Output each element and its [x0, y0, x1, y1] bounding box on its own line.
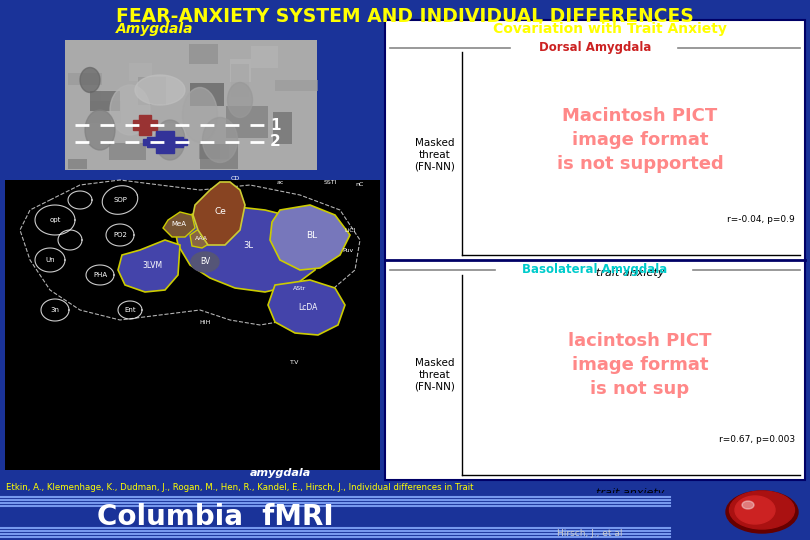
Text: amygdala: amygdala [249, 468, 310, 478]
Ellipse shape [742, 501, 754, 509]
Bar [123, 78, 172, 107]
Ellipse shape [155, 120, 185, 160]
Bar [161, 85, 191, 116]
Text: Puv: Puv [343, 247, 354, 253]
Bar [241, 102, 262, 118]
Text: AStr: AStr [293, 286, 307, 291]
Text: LiCl: LiCl [344, 227, 356, 233]
Bar [212, 38, 256, 63]
Polygon shape [268, 280, 345, 335]
Polygon shape [190, 228, 212, 248]
Bar [227, 158, 252, 168]
Bar [133, 120, 157, 130]
Text: Covariation with Trait Anxiety: Covariation with Trait Anxiety [493, 22, 727, 36]
Text: r=-0.04, p=0.9: r=-0.04, p=0.9 [727, 215, 795, 225]
Text: SSTI: SSTI [323, 179, 337, 185]
Text: 2: 2 [270, 134, 281, 150]
Text: Ent: Ent [124, 307, 136, 313]
Ellipse shape [730, 491, 795, 529]
Bar [143, 139, 149, 145]
Bar [267, 133, 297, 162]
Text: lacintosh PICT
image format
is not sup: lacintosh PICT image format is not sup [569, 333, 712, 397]
Text: 3L: 3L [243, 240, 253, 249]
Text: AAA: AAA [194, 235, 207, 240]
Text: CD: CD [230, 176, 240, 180]
Text: trait anxiety: trait anxiety [596, 488, 664, 498]
Text: opt: opt [49, 217, 61, 223]
Text: ac: ac [276, 179, 284, 185]
Bar [101, 78, 147, 99]
Text: PO2: PO2 [113, 232, 127, 238]
Ellipse shape [85, 110, 115, 150]
Bar [91, 49, 127, 80]
Text: Un: Un [45, 257, 55, 263]
Text: 1: 1 [270, 118, 280, 132]
Bar [264, 105, 288, 133]
Text: Ce: Ce [214, 207, 226, 217]
Text: trait anxiety: trait anxiety [596, 268, 664, 278]
Bar [0, 493, 810, 540]
Text: Amygdala: Amygdala [117, 22, 194, 36]
Text: Etkin, A., Klemenhage, K., Dudman, J., Rogan, M., Hen, R., Kandel, E., Hirsch, J: Etkin, A., Klemenhage, K., Dudman, J., R… [6, 483, 520, 516]
Bar [65, 40, 317, 170]
Bar [68, 34, 96, 68]
Bar [267, 110, 286, 130]
Text: Columbia  fMRI: Columbia fMRI [96, 503, 333, 531]
Text: LcDA: LcDA [298, 303, 318, 313]
Text: Dorsal Amygdala: Dorsal Amygdala [539, 42, 651, 55]
Polygon shape [193, 182, 245, 245]
Bar [165, 110, 213, 132]
Text: MeA: MeA [172, 221, 186, 227]
Ellipse shape [110, 85, 150, 135]
Bar [156, 131, 174, 153]
Bar [139, 115, 151, 135]
Text: SOP: SOP [113, 197, 127, 203]
Text: Masked
threat
(FN-NN): Masked threat (FN-NN) [415, 138, 455, 172]
Ellipse shape [202, 118, 237, 163]
Text: FEAR-ANXIETY SYSTEM AND INDIVIDUAL DIFFERENCES: FEAR-ANXIETY SYSTEM AND INDIVIDUAL DIFFE… [116, 7, 694, 26]
Bar [164, 61, 181, 79]
Text: PHA: PHA [93, 272, 107, 278]
Bar [121, 98, 158, 111]
Bar [147, 137, 183, 147]
Ellipse shape [726, 491, 798, 533]
Text: Hirsch, J., et al: Hirsch, J., et al [557, 529, 623, 537]
Bar [266, 81, 284, 95]
Ellipse shape [135, 75, 185, 105]
Bar [223, 95, 243, 117]
Polygon shape [118, 240, 180, 292]
Ellipse shape [228, 83, 253, 118]
Ellipse shape [80, 68, 100, 92]
Polygon shape [163, 212, 195, 237]
Text: T.V: T.V [290, 360, 300, 365]
Text: Basolateral Amygdala: Basolateral Amygdala [522, 264, 667, 276]
Bar [244, 132, 290, 147]
Ellipse shape [182, 87, 218, 143]
Text: nC: nC [356, 183, 364, 187]
Polygon shape [270, 205, 350, 270]
Bar [181, 139, 187, 145]
Text: Macintosh PICT
image format
is not supported: Macintosh PICT image format is not suppo… [556, 107, 723, 173]
Bar [5, 180, 380, 470]
Polygon shape [175, 205, 320, 292]
Bar [181, 111, 200, 139]
Bar [385, 20, 805, 480]
Ellipse shape [735, 496, 775, 524]
Text: BL: BL [306, 231, 318, 240]
Text: r=0.67, p=0.003: r=0.67, p=0.003 [719, 435, 795, 444]
Ellipse shape [191, 252, 219, 272]
Text: BV: BV [200, 258, 210, 267]
Bar [270, 87, 292, 116]
Text: 3n: 3n [50, 307, 59, 313]
Text: 3LVM: 3LVM [142, 260, 162, 269]
Text: Masked
threat
(FN-NN): Masked threat (FN-NN) [415, 359, 455, 392]
Text: HIH: HIH [199, 320, 211, 325]
Bar [106, 113, 129, 123]
